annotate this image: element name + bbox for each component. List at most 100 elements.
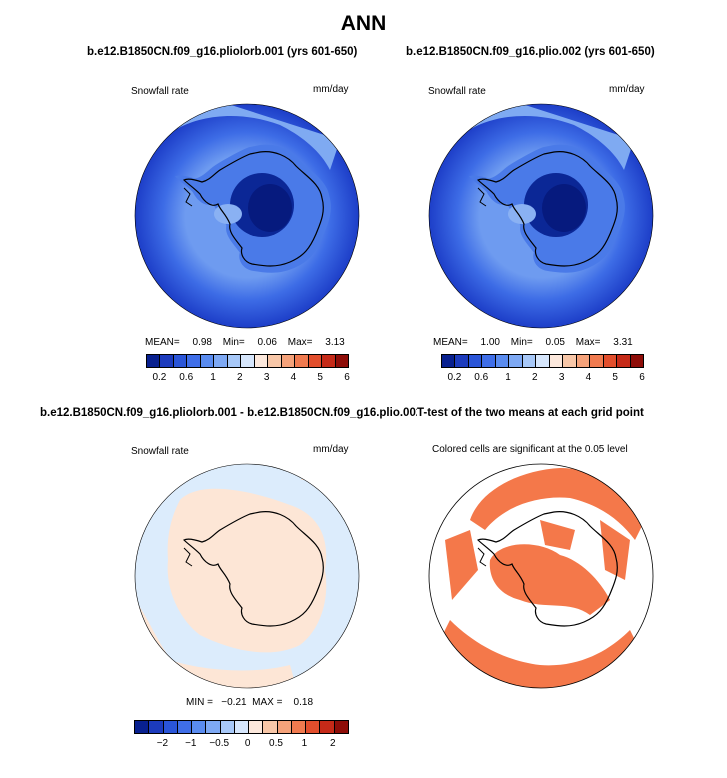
colorbar-cell xyxy=(254,355,269,367)
colorbar-cell xyxy=(249,721,264,733)
colorbar-tick-label: 5 xyxy=(612,372,618,383)
panel2-mean-label: MEAN= xyxy=(433,337,468,348)
colorbar-cell xyxy=(135,721,150,733)
colorbar-cell xyxy=(187,355,201,367)
colorbar-cell xyxy=(281,355,296,367)
panel3-map xyxy=(134,463,360,689)
colorbar-cell xyxy=(590,355,604,367)
colorbar-cell xyxy=(295,355,309,367)
colorbar-cell xyxy=(563,355,577,367)
panel1-mean-label: MEAN= xyxy=(145,337,180,348)
panel2-colorbar xyxy=(441,354,644,368)
colorbar-tick-label: 0.2 xyxy=(152,372,167,383)
main-title: ANN xyxy=(340,12,387,35)
colorbar-tick-label: 3 xyxy=(263,372,270,383)
panel2-map xyxy=(428,103,654,329)
panel1-map xyxy=(134,103,360,329)
colorbar-cell xyxy=(603,355,618,367)
colorbar-cell xyxy=(200,355,215,367)
panel3-case-title: b.e12.B1850CN.f09_g16.pliolorb.001 - b.e… xyxy=(40,407,423,419)
panel3-variable-label: Snowfall rate xyxy=(131,446,189,457)
colorbar-cell xyxy=(149,721,164,733)
colorbar-cell xyxy=(335,355,349,367)
colorbar-cell xyxy=(549,355,564,367)
colorbar-tick-label: 2 xyxy=(330,738,336,749)
colorbar-tick-label: 0.2 xyxy=(447,372,462,383)
colorbar-cell xyxy=(617,355,631,367)
panel3-colorbar-ticks: −2 −1 −0.5 0 0.5 1 2 xyxy=(134,738,347,752)
colorbar-tick-label: 1 xyxy=(210,372,216,383)
panel1-variable-label: Snowfall rate xyxy=(131,86,189,97)
panel2-colorbar-ticks: 0.2 0.6 1 2 3 4 5 6 xyxy=(441,372,645,386)
panel1-colorbar-ticks: 0.2 0.6 1 2 3 4 5 6 xyxy=(146,372,350,386)
colorbar-cell xyxy=(147,355,161,367)
colorbar-cell xyxy=(306,721,321,733)
panel1-stats: MEAN= 0.98 Min= 0.06 Max= 3.13 xyxy=(145,337,345,348)
colorbar-cell xyxy=(522,355,537,367)
panel4-subtitle: Colored cells are significant at the 0.0… xyxy=(432,444,628,455)
colorbar-tick-label: 6 xyxy=(639,372,645,383)
colorbar-cell xyxy=(263,721,278,733)
colorbar-tick-label: 4 xyxy=(585,372,592,383)
panel2-case-title: b.e12.B1850CN.f09_g16.plio.002 (yrs 601-… xyxy=(406,46,655,58)
panel1-colorbar xyxy=(146,354,349,368)
panel2-mean-value: 1.00 xyxy=(480,337,500,348)
panel1-case-title: b.e12.B1850CN.f09_g16.pliolorb.001 (yrs … xyxy=(87,46,358,58)
colorbar-cell xyxy=(482,355,496,367)
panel4-map xyxy=(428,463,654,689)
colorbar-tick-label: −2 xyxy=(156,738,169,749)
panel2-max-label: Max= xyxy=(575,337,601,348)
panel4-case-title: T-test of the two means at each grid poi… xyxy=(417,407,644,419)
panel2-min-label: Min= xyxy=(510,337,533,348)
colorbar-cell xyxy=(160,355,174,367)
colorbar-tick-label: 3 xyxy=(558,372,565,383)
colorbar-cell xyxy=(177,721,193,733)
colorbar-cell xyxy=(291,721,307,733)
colorbar-cell xyxy=(322,355,336,367)
colorbar-tick-label: 0 xyxy=(244,738,251,749)
colorbar-cell xyxy=(268,355,282,367)
colorbar-tick-label: 0.6 xyxy=(474,372,489,383)
colorbar-cell xyxy=(234,721,250,733)
panel2-min-value: 0.05 xyxy=(545,337,565,348)
colorbar-cell xyxy=(468,355,483,367)
panel3-colorbar xyxy=(134,720,349,734)
colorbar-tick-label: 2 xyxy=(532,372,538,383)
colorbar-cell xyxy=(442,355,456,367)
colorbar-tick-label: 1 xyxy=(505,372,511,383)
panel1-min-label: Min= xyxy=(222,337,245,348)
colorbar-tick-label: 5 xyxy=(317,372,323,383)
colorbar-tick-label: 0.6 xyxy=(179,372,194,383)
colorbar-tick-label: 6 xyxy=(344,372,350,383)
colorbar-cell xyxy=(227,355,242,367)
panel2-units-label: mm/day xyxy=(609,84,645,95)
colorbar-cell xyxy=(536,355,550,367)
colorbar-cell xyxy=(214,355,228,367)
colorbar-tick-label: 4 xyxy=(290,372,297,383)
colorbar-cell xyxy=(509,355,523,367)
panel1-min-value: 0.06 xyxy=(257,337,277,348)
colorbar-cell xyxy=(495,355,510,367)
colorbar-cell xyxy=(163,721,178,733)
colorbar-cell xyxy=(455,355,469,367)
colorbar-cell xyxy=(277,721,292,733)
colorbar-cell xyxy=(320,721,335,733)
colorbar-cell xyxy=(173,355,188,367)
panel2-stats: MEAN= 1.00 Min= 0.05 Max= 3.31 xyxy=(433,337,633,348)
panel1-mean-value: 0.98 xyxy=(192,337,212,348)
colorbar-tick-label: 0.5 xyxy=(269,738,283,749)
panel2-variable-label: Snowfall rate xyxy=(428,86,486,97)
colorbar-cell xyxy=(220,721,235,733)
colorbar-cell xyxy=(308,355,323,367)
colorbar-cell xyxy=(576,355,591,367)
colorbar-tick-label: −1 xyxy=(185,738,197,749)
colorbar-cell xyxy=(241,355,255,367)
colorbar-cell xyxy=(334,721,348,733)
colorbar-cell xyxy=(630,355,644,367)
colorbar-cell xyxy=(192,721,207,733)
panel3-units-label: mm/day xyxy=(313,444,349,455)
panel3-stats: MIN = −0.21 MAX = 0.18 xyxy=(186,697,314,708)
panel1-max-label: Max= xyxy=(287,337,313,348)
colorbar-tick-label: −0.5 xyxy=(209,738,230,749)
